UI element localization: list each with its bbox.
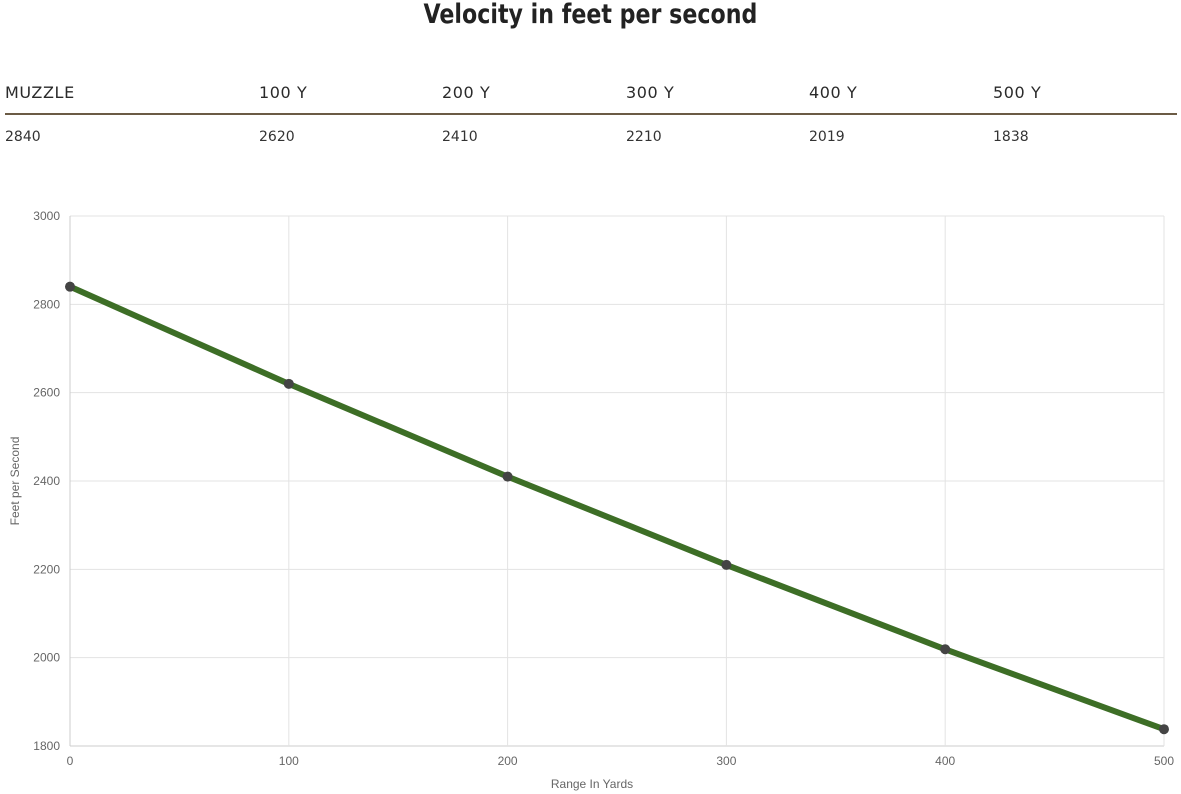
- y-tick-label: 2600: [33, 386, 60, 400]
- x-tick-label: 100: [279, 754, 299, 768]
- velocity-table: MUZZLE 100 Y 200 Y 300 Y 400 Y 500 Y 284…: [5, 80, 1177, 155]
- value-500y: 1838: [993, 129, 1029, 145]
- data-point: [721, 559, 732, 570]
- y-tick-label: 1800: [33, 739, 60, 753]
- y-tick-label: 2200: [33, 562, 60, 576]
- data-point: [65, 281, 75, 292]
- x-tick-label: 500: [1154, 754, 1174, 768]
- x-axis-title: Range In Yards: [551, 777, 633, 791]
- header-400y: 400 Y: [809, 83, 858, 102]
- value-300y: 2210: [626, 129, 662, 145]
- series-line: [67, 283, 1167, 733]
- value-100y: 2620: [259, 129, 295, 145]
- data-point: [940, 644, 951, 655]
- y-tick-label: 3000: [33, 209, 60, 223]
- y-tick-label: 2800: [33, 297, 60, 311]
- page-title: Velocity in feet per second: [423, 0, 758, 30]
- x-tick-label: 200: [498, 754, 518, 768]
- x-tick-label: 400: [935, 754, 955, 768]
- velocity-table-header: MUZZLE 100 Y 200 Y 300 Y 400 Y 500 Y: [5, 80, 1177, 115]
- header-muzzle: MUZZLE: [5, 83, 75, 102]
- header-300y: 300 Y: [626, 83, 675, 102]
- y-axis-title: Feet per Second: [8, 437, 22, 526]
- velocity-table-row: 2840 2620 2410 2210 2019 1838: [5, 115, 1177, 155]
- header-100y: 100 Y: [259, 83, 308, 102]
- data-point: [1159, 724, 1169, 735]
- header-500y: 500 Y: [993, 83, 1042, 102]
- y-tick-label: 2400: [33, 474, 60, 488]
- y-tick-label: 2000: [33, 651, 60, 665]
- data-point: [283, 378, 294, 389]
- header-200y: 200 Y: [442, 83, 491, 102]
- value-400y: 2019: [809, 129, 845, 145]
- x-tick-label: 0: [67, 754, 74, 768]
- x-tick-label: 300: [716, 754, 736, 768]
- value-200y: 2410: [442, 129, 478, 145]
- data-point: [502, 471, 513, 482]
- value-muzzle: 2840: [5, 129, 41, 145]
